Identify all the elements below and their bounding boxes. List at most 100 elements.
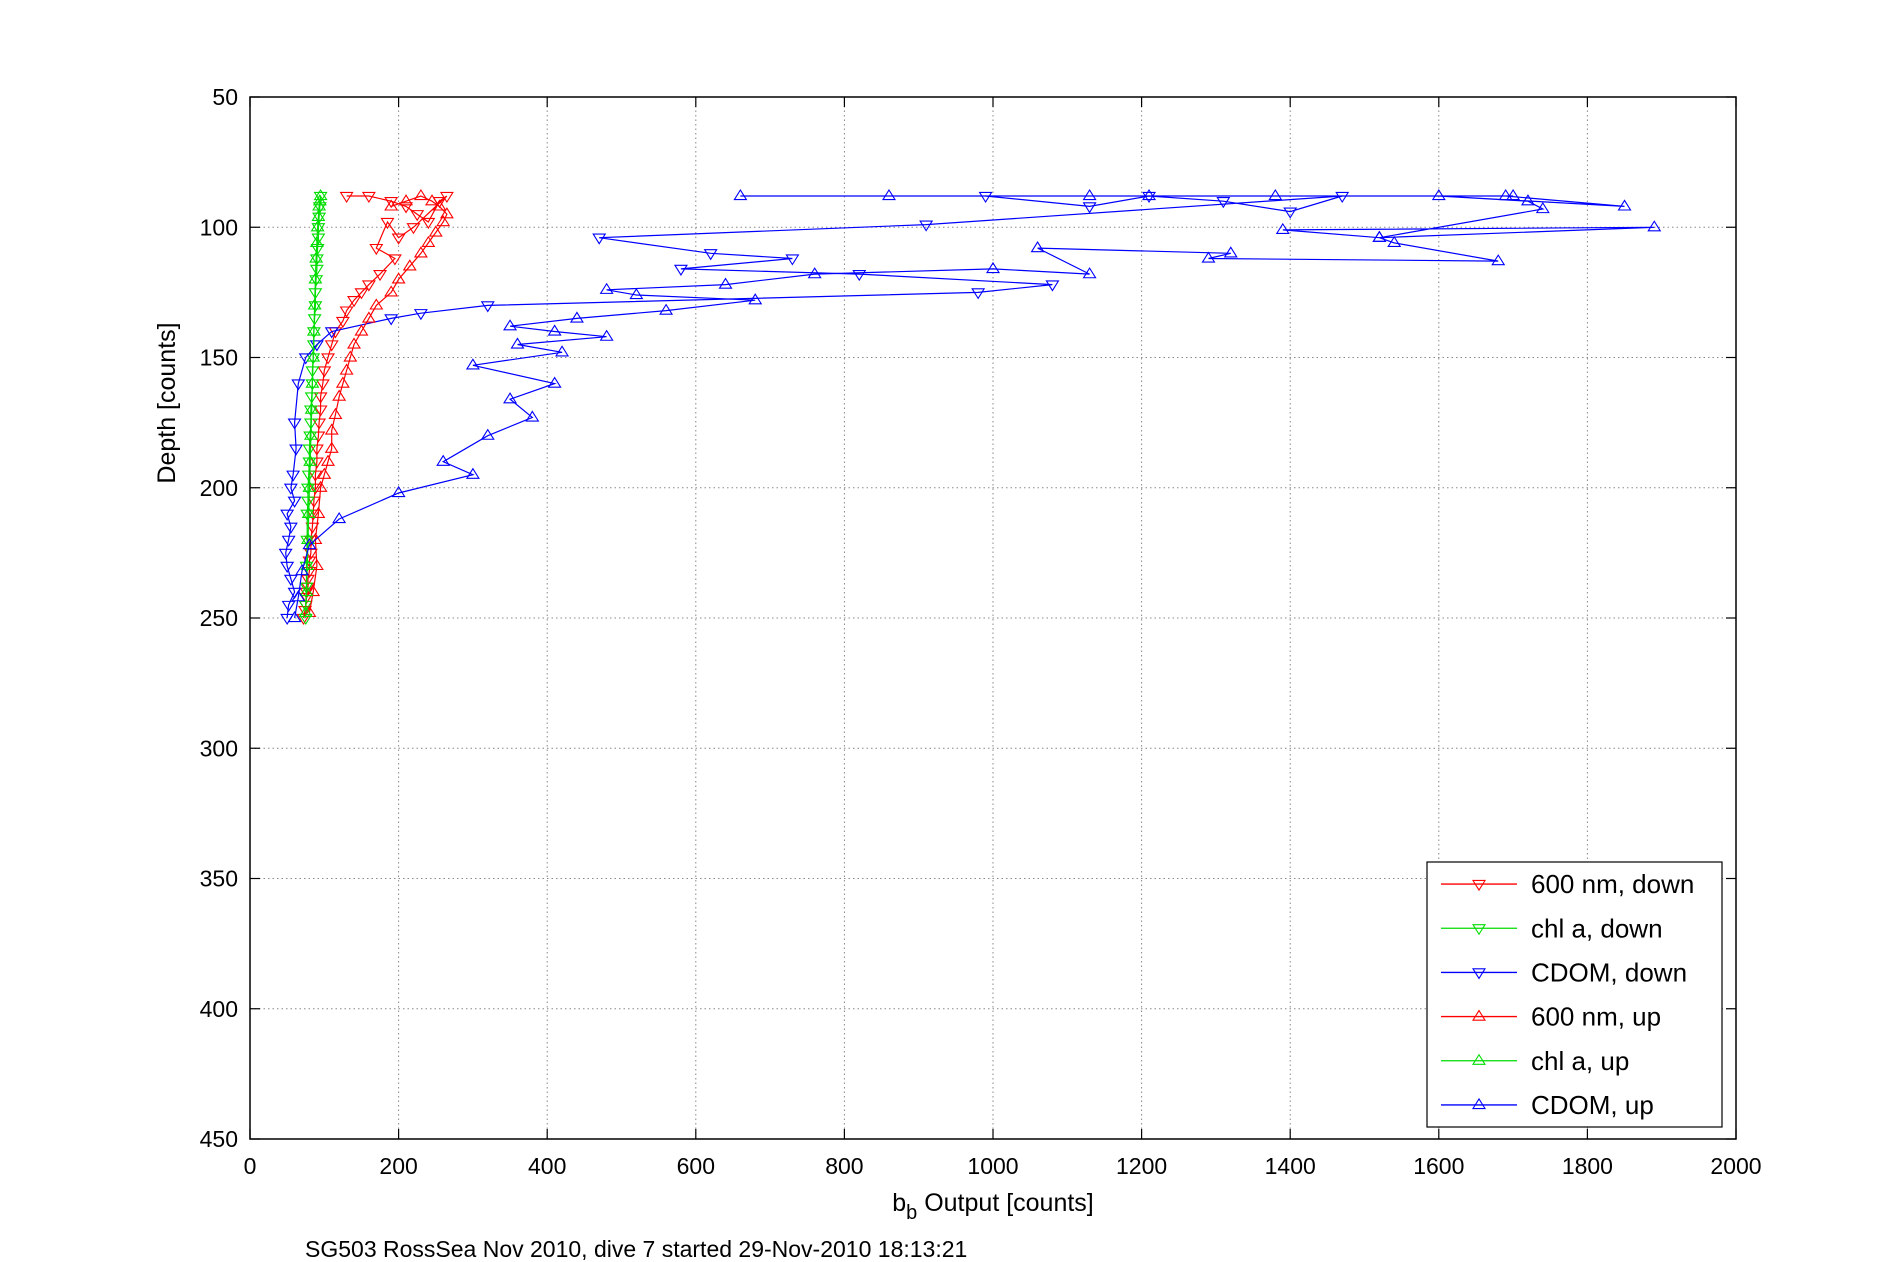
data-point — [287, 418, 302, 430]
legend-swatch-marker — [1472, 968, 1486, 980]
x-tick-label: 1000 — [967, 1153, 1018, 1179]
data-point — [343, 350, 358, 362]
data-point — [286, 470, 301, 482]
series-3 — [302, 188, 454, 617]
data-point — [1045, 280, 1060, 292]
data-point — [298, 613, 313, 626]
data-point — [311, 209, 326, 221]
x-tick-label: 1200 — [1116, 1153, 1167, 1179]
data-point — [718, 277, 733, 289]
data-point — [313, 191, 328, 204]
data-point — [1491, 254, 1506, 266]
data-point — [1535, 201, 1550, 214]
data-point — [399, 194, 414, 206]
data-point — [978, 191, 993, 204]
data-point — [361, 280, 376, 292]
data-point — [785, 254, 800, 266]
y-tick-label: 150 — [200, 345, 238, 371]
data-point — [748, 293, 763, 305]
data-point — [283, 574, 298, 586]
data-point — [1372, 230, 1387, 242]
data-point — [413, 188, 428, 201]
y-tick-label: 350 — [200, 866, 238, 892]
data-point — [547, 324, 562, 336]
data-point — [391, 485, 406, 498]
data-point — [300, 532, 315, 544]
data-point — [300, 496, 315, 508]
data-point — [289, 444, 304, 456]
data-point — [309, 558, 324, 571]
data-point — [428, 225, 443, 237]
data-point — [308, 301, 323, 313]
legend-label: 600 nm, up — [1531, 1002, 1661, 1032]
data-point — [436, 454, 451, 466]
x-tick-label: 800 — [825, 1153, 863, 1179]
data-point — [659, 303, 674, 315]
data-point — [592, 233, 607, 245]
data-point — [321, 353, 336, 365]
data-point — [480, 428, 495, 440]
data-point — [465, 358, 480, 370]
data-point — [480, 301, 495, 313]
data-point — [324, 340, 339, 352]
data-point — [1275, 222, 1290, 235]
data-point — [281, 600, 296, 613]
data-point — [399, 202, 414, 214]
data-point — [354, 324, 369, 336]
data-point — [324, 441, 339, 453]
x-tick-label: 1800 — [1562, 1153, 1613, 1179]
data-point — [510, 337, 525, 349]
data-point — [312, 418, 327, 430]
data-point — [317, 366, 332, 378]
data-point — [1082, 188, 1097, 201]
data-point — [384, 197, 399, 209]
data-point — [287, 496, 302, 508]
x-tick-label: 1400 — [1265, 1153, 1316, 1179]
data-point — [291, 590, 306, 602]
data-point — [1520, 194, 1535, 206]
data-point — [339, 306, 354, 318]
data-point — [295, 564, 310, 576]
data-point — [1498, 188, 1513, 201]
data-point — [309, 235, 324, 248]
data-point — [283, 483, 298, 495]
y-tick-label: 400 — [200, 996, 238, 1022]
data-point — [1268, 188, 1283, 201]
data-point — [339, 363, 354, 375]
y-axis-label: Depth [counts] — [153, 322, 181, 483]
x-tick-label: 200 — [379, 1153, 417, 1179]
data-point — [302, 457, 317, 469]
data-point — [298, 605, 313, 617]
data-point — [1142, 191, 1157, 204]
data-point — [807, 267, 822, 279]
data-point — [439, 207, 454, 219]
data-point — [301, 506, 316, 518]
x-axis-label: bb Output [counts] — [892, 1189, 1094, 1224]
data-point — [332, 389, 347, 401]
data-point — [303, 405, 318, 417]
series-4 — [298, 188, 328, 617]
data-point — [384, 199, 399, 211]
x-tick-label: 600 — [677, 1153, 715, 1179]
data-point — [347, 337, 362, 349]
data-point — [281, 535, 296, 547]
data-point — [324, 423, 339, 435]
y-tick-label: 50 — [212, 84, 238, 110]
data-point — [380, 217, 395, 230]
data-point — [299, 584, 314, 597]
x-tick-label: 2000 — [1710, 1153, 1761, 1179]
data-point — [1617, 199, 1632, 211]
data-point — [347, 296, 362, 308]
data-point — [305, 522, 320, 534]
data-point — [361, 311, 376, 323]
x-tick-label: 0 — [244, 1153, 257, 1179]
data-point — [971, 288, 986, 300]
data-point — [421, 235, 436, 248]
data-point — [673, 264, 688, 276]
data-point — [308, 272, 323, 284]
data-point — [1030, 241, 1045, 253]
legend-label: 600 nm, down — [1531, 869, 1694, 899]
legend-box — [1426, 861, 1723, 1128]
data-point — [306, 584, 321, 597]
legend-label: CDOM, down — [1531, 957, 1687, 987]
